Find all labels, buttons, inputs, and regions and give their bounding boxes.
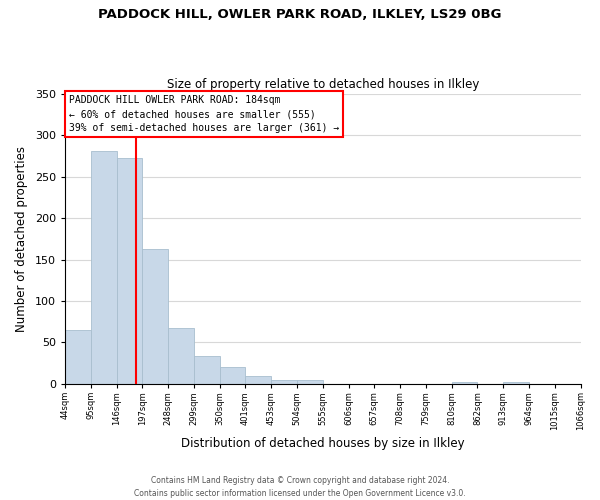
Bar <box>116 158 142 384</box>
Bar <box>91 151 116 384</box>
Bar <box>452 382 478 384</box>
Bar <box>220 368 245 384</box>
Bar <box>271 380 297 384</box>
Bar <box>245 376 271 384</box>
Bar <box>168 328 194 384</box>
Text: Contains HM Land Registry data © Crown copyright and database right 2024.
Contai: Contains HM Land Registry data © Crown c… <box>134 476 466 498</box>
Bar <box>65 330 91 384</box>
Title: Size of property relative to detached houses in Ilkley: Size of property relative to detached ho… <box>167 78 479 91</box>
Text: PADDOCK HILL, OWLER PARK ROAD, ILKLEY, LS29 0BG: PADDOCK HILL, OWLER PARK ROAD, ILKLEY, L… <box>98 8 502 20</box>
Bar <box>503 382 529 384</box>
X-axis label: Distribution of detached houses by size in Ilkley: Distribution of detached houses by size … <box>181 437 464 450</box>
Bar <box>297 380 323 384</box>
Bar <box>142 248 168 384</box>
Bar <box>194 356 220 384</box>
Y-axis label: Number of detached properties: Number of detached properties <box>15 146 28 332</box>
Text: PADDOCK HILL OWLER PARK ROAD: 184sqm
← 60% of detached houses are smaller (555)
: PADDOCK HILL OWLER PARK ROAD: 184sqm ← 6… <box>69 95 339 133</box>
